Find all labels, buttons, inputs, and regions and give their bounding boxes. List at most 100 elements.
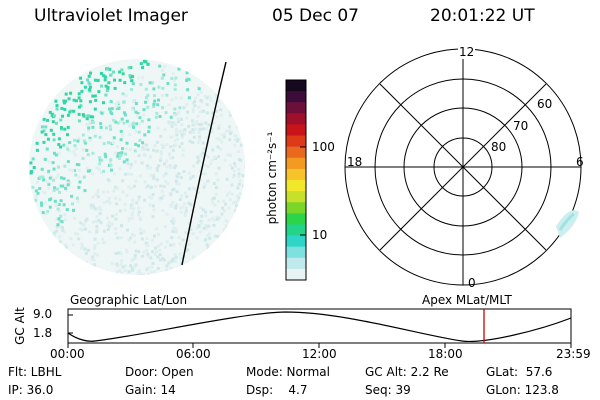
speckle-dot bbox=[187, 96, 191, 100]
speckle-dot bbox=[106, 178, 110, 182]
speckle-dot bbox=[122, 160, 126, 164]
speckle-dot bbox=[109, 73, 113, 77]
speckle-dot bbox=[155, 178, 159, 182]
speckle-dot bbox=[71, 169, 75, 173]
speckle-dot bbox=[72, 98, 76, 102]
speckle-dot bbox=[111, 214, 115, 218]
speckle-dot bbox=[64, 186, 68, 190]
speckle-dot bbox=[236, 186, 240, 190]
colorbar-tick-label-100: 100 bbox=[312, 140, 335, 154]
mlt-label-0: 0 bbox=[468, 276, 476, 290]
status-filter: Flt: LBHL bbox=[8, 365, 62, 379]
colorbar-segment bbox=[286, 135, 306, 148]
speckle-dot bbox=[145, 243, 149, 247]
speckle-dot bbox=[236, 125, 240, 129]
speckle-dot bbox=[41, 175, 45, 179]
speckle-dot bbox=[119, 138, 123, 142]
speckle-dot bbox=[174, 164, 178, 168]
speckle-dot bbox=[169, 135, 173, 139]
speckle-dot bbox=[184, 209, 188, 213]
speckle-dot bbox=[153, 144, 157, 148]
speckle-dot bbox=[91, 151, 95, 155]
speckle-dot bbox=[102, 169, 106, 173]
speckle-dot bbox=[155, 250, 159, 254]
speckle-dot bbox=[173, 87, 177, 91]
speckle-dot bbox=[216, 234, 220, 238]
speckle-dot bbox=[85, 117, 89, 121]
speckle-dot bbox=[227, 206, 231, 210]
speckle-dot bbox=[114, 185, 118, 189]
speckle-dot bbox=[123, 202, 127, 206]
speckle-dot bbox=[93, 246, 96, 250]
speckle-dot bbox=[214, 101, 217, 105]
speckle-dot bbox=[54, 176, 58, 180]
speckle-dot bbox=[52, 188, 56, 192]
speckle-dot bbox=[67, 97, 71, 101]
speckle-dot bbox=[200, 122, 203, 126]
speckle-dot bbox=[45, 180, 49, 184]
speckle-dot bbox=[233, 161, 236, 165]
speckle-dot bbox=[237, 175, 241, 179]
speckle-dot bbox=[48, 110, 52, 114]
speckle-dot bbox=[186, 110, 189, 114]
speckle-dot bbox=[84, 227, 87, 231]
speckle-dot bbox=[234, 209, 237, 213]
speckle-dot bbox=[145, 143, 149, 147]
speckle-dot bbox=[162, 162, 166, 166]
speckle-dot bbox=[29, 161, 33, 165]
speckle-dot bbox=[187, 187, 191, 191]
speckle-dot bbox=[134, 142, 138, 146]
speckle-dot bbox=[109, 100, 113, 104]
speckle-dot bbox=[97, 207, 101, 211]
speckle-dot bbox=[91, 195, 95, 199]
speckle-dot bbox=[178, 145, 182, 149]
colorbar-segment bbox=[286, 146, 306, 159]
speckle-dot bbox=[51, 161, 55, 165]
speckle-dot bbox=[76, 232, 80, 236]
speckle-dot bbox=[134, 160, 137, 164]
speckle-dot bbox=[152, 176, 156, 180]
speckle-dot bbox=[227, 191, 231, 195]
speckle-dot bbox=[62, 203, 66, 207]
speckle-dot bbox=[81, 156, 85, 160]
speckle-dot bbox=[228, 163, 232, 167]
polar-aurora-core bbox=[558, 212, 575, 231]
speckle-dot bbox=[107, 197, 111, 200]
speckle-dot bbox=[52, 167, 56, 171]
speckle-dot bbox=[168, 122, 172, 126]
speckle-dot bbox=[196, 93, 200, 97]
speckle-dot bbox=[158, 64, 162, 68]
speckle-dot bbox=[142, 59, 146, 63]
speckle-dot bbox=[98, 212, 102, 215]
speckle-dot bbox=[138, 216, 142, 220]
speckle-dot bbox=[143, 180, 147, 184]
speckle-dot bbox=[67, 149, 71, 153]
speckle-dot bbox=[63, 127, 67, 131]
speckle-dot bbox=[206, 179, 210, 183]
speckle-dot bbox=[142, 113, 146, 117]
speckle-dot bbox=[143, 198, 147, 202]
status-glon: GLon: 123.8 bbox=[486, 383, 559, 397]
speckle-dot bbox=[131, 211, 135, 215]
speckle-dot bbox=[55, 225, 59, 229]
speckle-dot bbox=[206, 246, 210, 250]
speckle-dot bbox=[79, 99, 83, 103]
speckle-dot bbox=[169, 243, 173, 247]
speckle-dot bbox=[196, 155, 200, 159]
speckle-dot bbox=[93, 207, 97, 211]
speckle-dot bbox=[106, 86, 110, 90]
speckle-dot bbox=[197, 87, 201, 91]
speckle-dot bbox=[35, 141, 39, 145]
speckle-dot bbox=[152, 105, 156, 108]
speckle-dot bbox=[104, 93, 108, 97]
speckle-dot bbox=[161, 86, 165, 90]
speckle-dot bbox=[92, 263, 96, 267]
speckle-dot bbox=[73, 144, 77, 148]
speckle-dot bbox=[206, 165, 210, 168]
speckle-dot bbox=[128, 133, 131, 137]
speckle-dot bbox=[198, 230, 202, 234]
speckle-dot bbox=[186, 248, 190, 252]
speckle-dot bbox=[187, 201, 191, 205]
speckle-dot bbox=[93, 252, 97, 256]
speckle-dot bbox=[170, 76, 174, 80]
